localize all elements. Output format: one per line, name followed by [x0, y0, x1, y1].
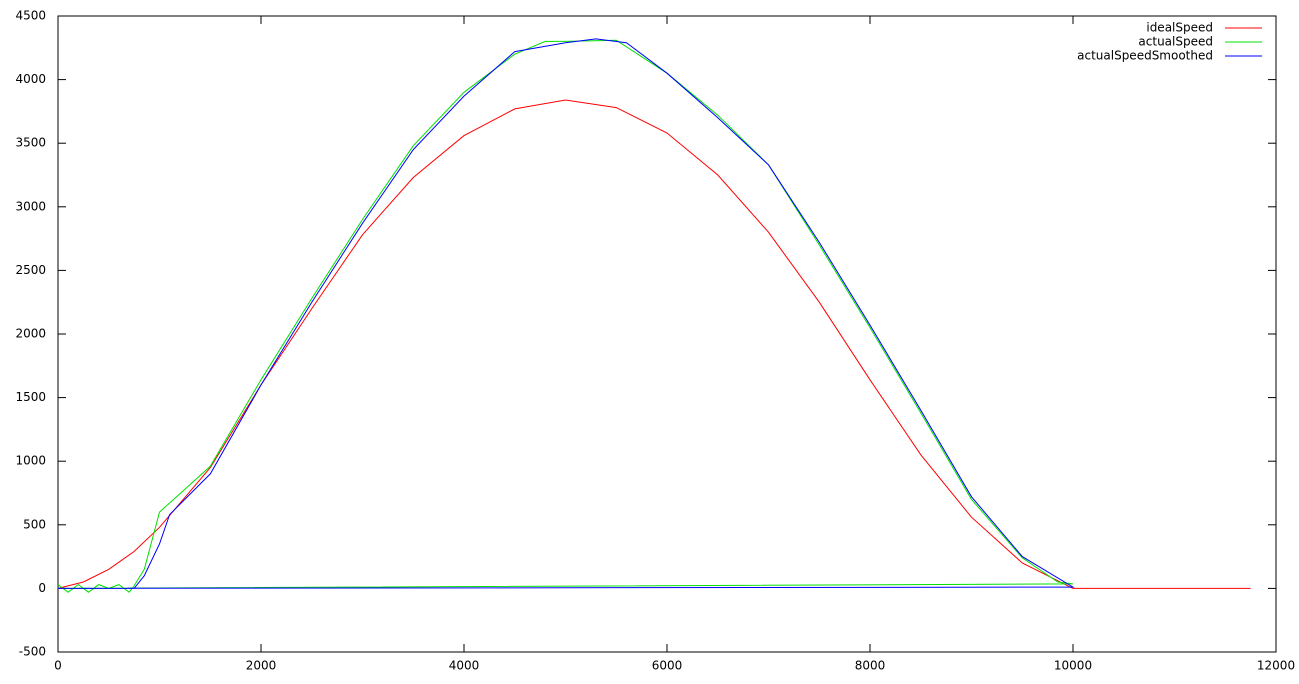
x-tick-label: 12000	[1257, 659, 1295, 673]
x-tick-label: 8000	[855, 659, 886, 673]
y-tick-label: 1000	[15, 454, 46, 468]
y-tick-label: 1500	[15, 390, 46, 404]
x-tick-label: 10000	[1054, 659, 1092, 673]
y-tick-label: 3500	[15, 136, 46, 150]
legend-label: actualSpeed	[1138, 35, 1213, 49]
y-tick-label: 500	[23, 517, 46, 531]
y-tick-label: 2500	[15, 263, 46, 277]
series-line	[57, 38, 1075, 589]
x-tick-label: 0	[54, 659, 62, 673]
y-tick-label: -500	[19, 645, 46, 659]
x-tick-label: 4000	[449, 659, 480, 673]
series-line	[57, 99, 1251, 589]
legend-label: idealSpeed	[1146, 21, 1213, 35]
y-tick-label: 4500	[15, 9, 46, 23]
y-tick-label: 0	[38, 581, 46, 595]
plot-frame	[57, 15, 1277, 653]
y-tick-label: 3000	[15, 199, 46, 213]
y-tick-label: 2000	[15, 327, 46, 341]
y-tick-label: 4000	[15, 72, 46, 86]
x-tick-label: 6000	[652, 659, 683, 673]
legend-label: actualSpeedSmoothed	[1077, 49, 1213, 63]
series-line	[57, 39, 1074, 593]
x-tick-label: 2000	[246, 659, 277, 673]
